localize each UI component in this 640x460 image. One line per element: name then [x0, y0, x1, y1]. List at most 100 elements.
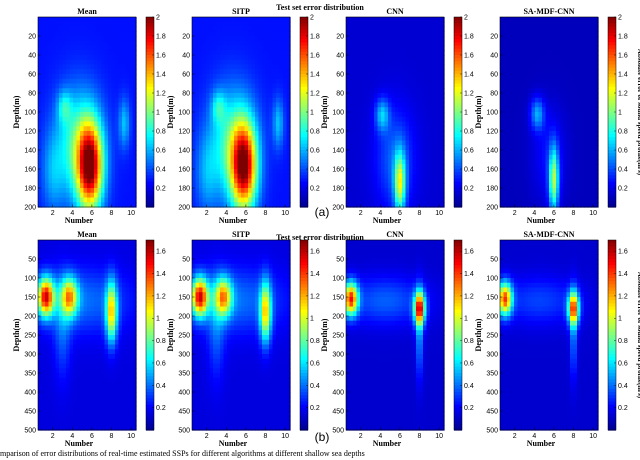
heatmap-cell: [101, 40, 106, 47]
heatmap-cell: [570, 45, 575, 51]
heatmap-cell: [356, 74, 361, 80]
heatmap-cell: [276, 97, 281, 104]
heatmap-cell: [570, 131, 575, 137]
heatmap-cell: [412, 78, 417, 85]
heatmap-cell: [132, 145, 137, 151]
heatmap-cell: [377, 97, 382, 104]
heatmap-cell: [535, 36, 540, 42]
heatmap-cell: [552, 64, 557, 70]
heatmap-cell: [101, 121, 106, 127]
heatmap-cell: [279, 102, 284, 108]
heatmap-cell: [118, 197, 123, 203]
heatmap-cell: [531, 31, 536, 37]
heatmap-cell: [66, 93, 71, 99]
heatmap-cell: [216, 116, 221, 123]
heatmap-cell: [430, 188, 435, 194]
heatmap-cell: [363, 45, 368, 51]
heatmap-cell: [66, 202, 71, 208]
heatmap-cell: [272, 50, 277, 56]
heatmap-cell: [73, 135, 78, 142]
heatmap-cell: [73, 240, 78, 246]
colorbar-tick-label: 1.8: [156, 34, 166, 41]
heatmap-cell: [101, 183, 106, 189]
heatmap-cell: [206, 69, 211, 75]
heatmap-cell: [524, 173, 529, 180]
heatmap-cell: [192, 40, 197, 47]
heatmap-cell: [199, 40, 204, 47]
colorbar-segment: [608, 121, 616, 126]
heatmap-cell: [129, 116, 134, 123]
colorbar-segment: [454, 143, 462, 148]
heatmap-cell: [41, 240, 46, 246]
colorbar-tick-label: 2: [310, 15, 314, 22]
heatmap-cell: [262, 126, 267, 132]
heatmap-cell: [115, 131, 120, 137]
heatmap-cell: [108, 116, 113, 123]
heatmap-cell: [577, 69, 582, 75]
heatmap-cell: [132, 17, 137, 23]
heatmap-cell: [209, 188, 214, 194]
heatmap-cell: [388, 17, 393, 23]
heatmap-cell: [409, 21, 414, 28]
heatmap-cell: [433, 26, 438, 32]
heatmap-cell: [426, 83, 431, 89]
heatmap-cell: [272, 154, 277, 161]
heatmap-cell: [377, 21, 382, 28]
heatmap-cell: [377, 183, 382, 189]
heatmap-cell: [584, 183, 589, 189]
heatmap-cell: [577, 31, 582, 37]
heatmap-cell: [360, 93, 365, 99]
heatmap-cell: [510, 107, 515, 113]
heatmap-cell: [374, 112, 379, 118]
heatmap-cell: [55, 64, 60, 70]
heatmap-cell: [528, 78, 533, 85]
heatmap-cell: [90, 55, 95, 61]
heatmap-cell: [573, 97, 578, 104]
heatmap-cell: [349, 126, 354, 132]
heatmap-cell: [580, 145, 585, 151]
heatmap-cell: [80, 173, 85, 180]
heatmap-cell: [90, 126, 95, 132]
heatmap-cell: [248, 21, 253, 28]
heatmap-cell: [377, 55, 382, 61]
colorbar-tick-label: 1.6: [464, 53, 474, 60]
heatmap-cell: [241, 121, 246, 127]
heatmap-cell: [542, 188, 547, 194]
heatmap-cell: [356, 50, 361, 56]
heatmap-cell: [90, 202, 95, 208]
heatmap-cell: [118, 169, 123, 175]
heatmap-cell: [83, 93, 88, 99]
heatmap-cell: [248, 88, 253, 94]
heatmap-cell: [517, 173, 522, 180]
heatmap-cell: [111, 240, 116, 246]
heatmap-cell: [545, 131, 550, 137]
heatmap-cell: [412, 192, 417, 199]
heatmap-cell: [370, 159, 375, 165]
heatmap-cell: [577, 26, 582, 32]
heatmap-cell: [90, 59, 95, 66]
heatmap-cell: [549, 135, 554, 142]
heatmap-cell: [234, 50, 239, 56]
colorbar-segment: [608, 118, 616, 123]
heatmap-cell: [115, 188, 120, 194]
heatmap-cell: [402, 188, 407, 194]
heatmap-cell: [398, 121, 403, 127]
heatmap-cell: [384, 78, 389, 85]
heatmap-cell: [118, 188, 123, 194]
heatmap-cell: [591, 107, 596, 113]
heatmap-cell: [521, 183, 526, 189]
heatmap-cell: [234, 112, 239, 118]
heatmap-cell: [433, 202, 438, 208]
y-tick-label: 80: [336, 91, 344, 98]
heatmap-cell: [45, 17, 50, 23]
heatmap-cell: [570, 183, 575, 189]
heatmap-cell: [237, 150, 242, 156]
heatmap-cell: [230, 188, 235, 194]
heatmap-cell: [206, 116, 211, 123]
heatmap-cell: [409, 135, 414, 142]
heatmap-cell: [241, 126, 246, 132]
y-tick-label: 200: [486, 205, 498, 212]
heatmap-cell: [108, 240, 113, 246]
heatmap-cell: [402, 107, 407, 113]
heatmap-cell: [346, 154, 351, 161]
